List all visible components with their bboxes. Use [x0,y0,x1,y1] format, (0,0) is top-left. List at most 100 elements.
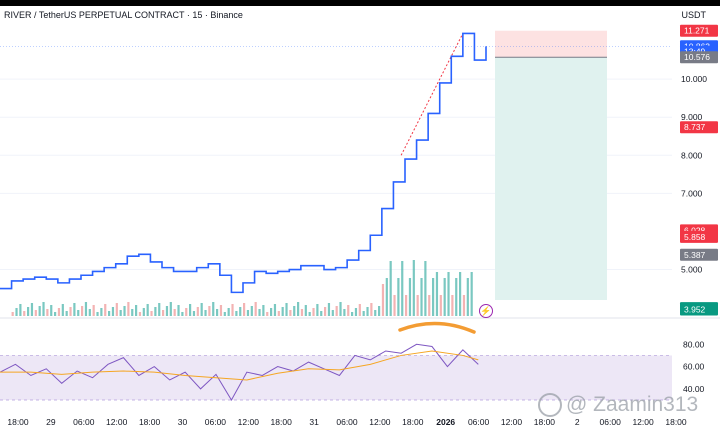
volume-bar [358,304,361,316]
volume-bar [27,307,30,316]
volume-bar [459,272,462,316]
lightning-icon[interactable]: ⚡ [479,304,493,318]
volume-bar [420,278,423,316]
volume-bars [11,260,473,316]
volume-bar [19,304,22,316]
rsi-ma-line [0,350,479,381]
volume-bar [165,306,169,316]
volume-bar [154,307,157,316]
volume-bar [435,272,439,316]
volume-bar [185,308,188,316]
price-badge-label: 5.387 [684,250,706,260]
avatar-icon [538,393,562,418]
price-tick-label: 8.000 [681,150,703,160]
price-badge-label: 5.858 [684,232,706,242]
volume-bar [455,278,458,316]
volume-bar [131,309,134,316]
volume-bar [46,309,49,316]
volume-bar [243,303,246,316]
volume-bar [324,307,327,316]
time-tick-label: 18:00 [534,417,556,427]
volume-bar [246,310,250,316]
price-badge [680,51,718,64]
time-tick-label: 31 [309,417,319,427]
volume-bar [281,307,284,316]
time-tick-label: 06:00 [205,417,227,427]
top-border [0,0,720,6]
time-tick-label: 30 [178,417,188,427]
volume-bar [258,309,261,316]
time-tick-label: 18:00 [665,417,687,427]
volume-bar [424,261,427,316]
volume-bar [320,311,323,316]
volume-bar [84,302,88,316]
volume-bar [61,304,64,316]
volume-bar [231,304,234,316]
time-tick-label: 12:00 [369,417,391,427]
volume-bar [127,302,130,316]
volume-bar [416,295,419,316]
volume-bar [204,310,207,316]
time-tick-label: 18:00 [402,417,424,427]
volume-bar [96,312,99,316]
volume-bar [250,306,253,316]
volume-bar [439,295,442,316]
price-badge [680,230,718,243]
time-tick-label: 12:00 [106,417,128,427]
volume-bar [432,278,435,316]
rsi-line [0,343,479,401]
stop-loss-zone [495,30,607,58]
volume-bar [34,310,37,316]
volume-bar [212,302,215,316]
time-tick-label: 18:00 [139,417,161,427]
volume-bar [216,309,219,316]
volume-bar [115,303,118,316]
price-tick-label: 9.000 [681,112,703,122]
volume-bar [235,311,238,316]
price-tick-label: 10.000 [681,74,707,84]
volume-bar [277,311,280,316]
volume-bar [65,311,68,316]
volume-bar [401,261,404,316]
volume-bar [451,295,454,316]
volume-bar [362,311,365,316]
rsi-tick-label: 40.00 [683,384,705,394]
volume-bar [266,312,269,316]
volume-bar [150,311,153,316]
volume-bar [327,303,331,316]
volume-bar [104,304,107,316]
volume-bar [173,309,176,316]
price-badge-label: 6.028 [684,225,706,235]
volume-bar [192,311,196,316]
time-tick-label: 2026 [436,417,455,427]
price-badge-label: 11.271 [684,26,710,36]
volume-bar [119,310,122,316]
volume-bar [73,303,76,316]
volume-bar [200,303,203,316]
volume-bar [42,302,45,316]
volume-bar [397,278,400,316]
volume-bar [177,305,180,316]
volume-bar [108,311,111,316]
volume-bar [378,306,381,316]
volume-bar [262,305,265,316]
volume-bar [69,307,72,316]
volume-bar [223,312,226,316]
time-tick-label: 12:00 [632,417,654,427]
volume-bar [189,304,192,316]
price-tick-label: 5.000 [681,265,703,275]
watermark: @ Zaamin313 [538,393,698,418]
time-tick-label: 29 [46,417,56,427]
volume-bar [270,308,273,316]
take-profit-zone [495,57,607,301]
volume-bar [462,295,466,316]
volume-bar [300,309,304,316]
volume-bar [123,306,126,316]
rsi-tick-label: 60.00 [683,362,705,372]
volume-bar [293,306,296,316]
volume-bar [54,312,57,316]
volume-bar [366,307,369,316]
volume-bar [92,305,95,316]
volume-bar [81,306,84,316]
